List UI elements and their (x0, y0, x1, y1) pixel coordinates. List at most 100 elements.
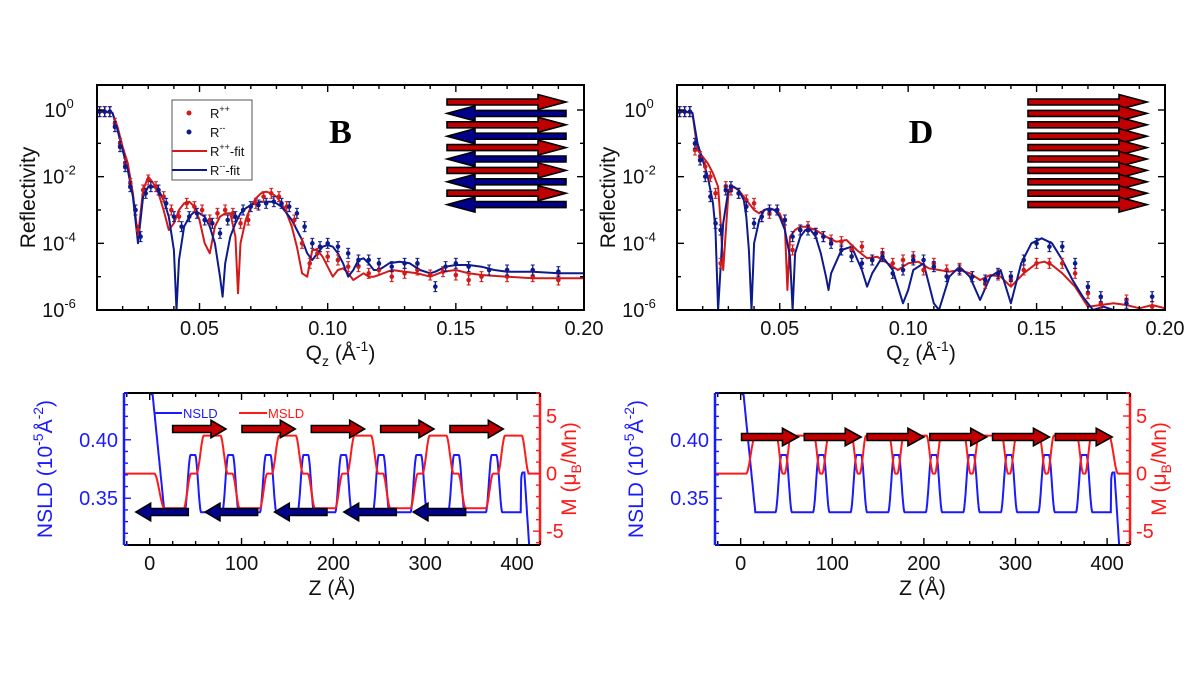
data-point-rmm (782, 217, 788, 223)
data-point-rpp (427, 272, 433, 278)
spin-arrow-right (991, 426, 1052, 448)
data-point-rmm (556, 269, 561, 274)
data-point-rpp (307, 261, 313, 266)
data-point-rmm (1124, 301, 1129, 306)
data-point-rmm (828, 241, 834, 246)
data-point-rmm (744, 204, 749, 209)
x-tick-label: 0.15 (1017, 318, 1056, 340)
y-tick-label: 10-2 (622, 163, 656, 189)
data-point-rpp (692, 147, 698, 153)
legend-label: R++-fit (210, 142, 245, 159)
right-axis-label: M (μB/Mn) (558, 422, 584, 516)
spin-arrow-right (1027, 173, 1151, 191)
plot-frame (676, 84, 1166, 311)
data-point-rmm (944, 274, 949, 279)
data-point-rpp (315, 251, 320, 256)
data-point-rpp (504, 274, 510, 279)
data-point-rmm (1085, 284, 1091, 289)
data-point-rpp (299, 241, 305, 246)
data-point-rmm (248, 204, 254, 209)
spin-arrow-right (446, 184, 570, 202)
legend-label: MSLD (268, 406, 304, 421)
data-point-rpp (389, 274, 395, 279)
data-point-rmm (122, 164, 128, 169)
data-point-rpp (921, 267, 926, 273)
data-point-rpp (702, 164, 708, 169)
data-point-rmm (325, 241, 330, 246)
data-point-rmm (880, 254, 885, 259)
right-tick-label: 5 (1136, 406, 1147, 428)
data-point-rmm (736, 191, 741, 196)
data-point-rmm (402, 261, 407, 266)
x-tick-label: 200 (317, 553, 350, 575)
right-tick-label: -5 (1136, 521, 1154, 543)
right-tick-label: 0 (546, 464, 557, 486)
spin-arrow-right (310, 418, 367, 440)
data-point-rmm (107, 109, 113, 114)
data-point-rmm (240, 207, 246, 213)
data-point-rmm (356, 257, 361, 263)
x-tick-label: 0.20 (565, 318, 604, 340)
data-point-rpp (145, 177, 151, 183)
spin-arrow-right (866, 426, 926, 448)
data-point-rmm (1008, 274, 1014, 279)
data-point-rmm (708, 194, 713, 199)
data-point-rmm (813, 231, 818, 236)
profile-plot-D: 0 100 200 300 400 Z (Å) 0.35 0.40 NSLD (10-5Å-2)… (621, 392, 1174, 600)
y-tick-label: 100 (44, 96, 73, 122)
data-point-rmm (1098, 294, 1104, 299)
plot-area (677, 106, 1165, 310)
x-tick-label: 300 (999, 553, 1032, 575)
data-point-rmm (1021, 257, 1027, 263)
data-point-rmm (713, 221, 718, 226)
data-point-rpp (238, 221, 243, 226)
spin-arrow-right (171, 418, 228, 440)
spin-arrow-right (1027, 161, 1151, 179)
spin-arrow-right (1027, 116, 1151, 134)
left-axis-label: NSLD (10-5Å-2) (621, 400, 648, 538)
msld-line (124, 434, 540, 510)
data-point-rmm (697, 157, 703, 163)
data-point-rpp (415, 267, 420, 273)
y-tick-label: 100 (624, 96, 653, 122)
data-point-rpp (207, 217, 213, 223)
panel-letter: B (329, 114, 352, 151)
spin-arrow-left (203, 501, 259, 523)
spin-arrow-right (929, 426, 989, 448)
right-tick-label: 0 (1136, 464, 1147, 486)
data-point-rpp (530, 274, 536, 279)
data-point-rpp (161, 194, 166, 199)
data-point-rmm (279, 201, 284, 206)
left-tick-label: 0.40 (670, 430, 709, 452)
fit-line-rpp (97, 110, 584, 295)
x-tick-label: 300 (409, 553, 442, 575)
msld-line (715, 434, 1130, 475)
data-point-rpp (713, 191, 718, 196)
data-point-rpp (944, 267, 949, 273)
x-axis-label: Qz (Å-1) (886, 338, 956, 369)
data-point-rpp (900, 257, 906, 263)
data-point-rpp (135, 227, 141, 233)
plot-frame (96, 84, 585, 311)
data-point-rmm (805, 227, 811, 233)
y-axis-label: Reflectivity (17, 146, 40, 248)
right-axis-label: M (μB/Mn) (1148, 422, 1174, 516)
spin-arrow-left (411, 501, 467, 523)
reflectivity-plot-B: 0.05 0.10 0.15 0.20 100 10-2 10-4 10-6 Qz (Å-1) R… (17, 84, 604, 369)
x-tick-label: 0.05 (760, 318, 799, 340)
data-point-rpp (169, 207, 174, 213)
data-point-rpp (744, 197, 749, 203)
data-point-rmm (869, 257, 875, 263)
data-point-rpp (1072, 271, 1078, 276)
data-point-rmm (687, 109, 693, 114)
data-point-rmm (143, 191, 148, 196)
data-point-rpp (140, 187, 146, 193)
spin-arrow-right (241, 418, 297, 440)
spin-arrow-right (1027, 196, 1151, 214)
data-point-rmm (317, 244, 323, 249)
right-tick-label: -5 (546, 521, 564, 543)
panel-letter: D (909, 114, 934, 151)
spin-arrow-right (1027, 127, 1151, 145)
reflectivity-plot-D: 0.05 0.10 0.15 0.20 100 10-2 10-4 10-6 Qz (Å-1) R… (597, 84, 1184, 369)
legend-label: R-- (210, 123, 225, 140)
